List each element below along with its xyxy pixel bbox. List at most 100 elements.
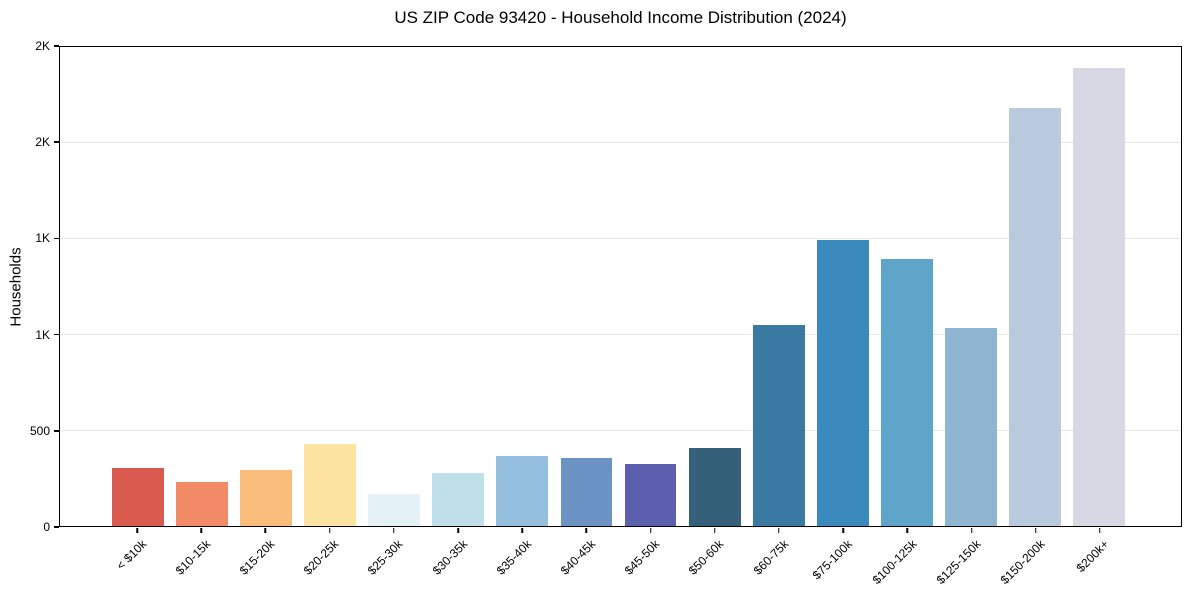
y-tick-mark: [54, 141, 59, 143]
bar-slot: [554, 47, 618, 526]
x-tick-label: $35-40k: [493, 537, 535, 578]
x-tick-label: $60-75k: [750, 537, 791, 578]
x-tick-label: $30-35k: [429, 537, 470, 578]
x-tick-slot: $30-35k: [426, 527, 490, 589]
x-tick-mark: [649, 528, 652, 533]
bar-$60-75k: [752, 325, 805, 526]
bar-slot: [170, 47, 234, 526]
x-tick-slot: $45-50k: [619, 527, 683, 589]
x-tick-slot: < $10k: [105, 527, 169, 589]
y-tick-label: 1K: [35, 327, 50, 342]
y-tick-label: 2K: [35, 135, 50, 150]
y-tick-label: 0: [43, 520, 50, 534]
bar-slot: [362, 47, 426, 526]
bar-slot: [426, 47, 490, 526]
bar-slot: [490, 47, 554, 526]
gridline-1500: [60, 238, 1181, 240]
x-tick-slot: $15-20k: [233, 527, 297, 589]
x-tick-mark: [457, 528, 459, 533]
x-tick-mark: [136, 528, 138, 533]
bar-$45-50k: [624, 463, 677, 526]
bar-$200k+: [1073, 68, 1125, 526]
y-tick-mark: [54, 526, 59, 528]
bar-$30-35k: [432, 472, 485, 526]
y-axis-ticks: 0 500 1K 1K 2K 2K: [0, 39, 59, 534]
plot-area: [59, 46, 1182, 527]
x-tick-mark: [1034, 528, 1037, 533]
x-axis-ticks: < $10k $10-15k $15-20k $20-25k $25-30k $30-35…: [59, 527, 1182, 589]
gridline-2000: [60, 142, 1181, 144]
bar-$100-125k: [880, 258, 933, 526]
chart-title: US ZIP Code 93420 - Household Income Dis…: [394, 8, 847, 27]
bar-$35-40k: [496, 456, 549, 526]
x-tick-mark: [970, 528, 973, 533]
x-tick-mark: [264, 528, 267, 533]
bar-slot: [619, 47, 683, 526]
x-tick-slot: $200k+: [1068, 527, 1132, 589]
x-tick-label: $200k+: [1073, 537, 1112, 575]
x-tick-slot: $150-200k: [998, 527, 1068, 589]
y-tick-mark: [54, 333, 59, 336]
x-tick-slot: $125-150k: [933, 527, 1003, 589]
x-tick-slot: $40-45k: [554, 527, 618, 589]
y-tick-mark: [54, 237, 59, 240]
bars-container: [60, 47, 1181, 526]
y-tick-mark: [54, 430, 59, 432]
x-tick-label: $20-25k: [300, 537, 342, 578]
bar-slot: [875, 47, 939, 526]
x-tick-label: $45-50k: [621, 537, 663, 578]
x-tick-slot: $20-25k: [298, 527, 362, 589]
x-tick-label: $15-20k: [236, 537, 278, 578]
x-tick-slot: $50-60k: [683, 527, 747, 589]
x-tick-slot: $60-75k: [747, 527, 811, 589]
bar-$125-150k: [944, 327, 997, 526]
x-tick-slot: $75-100k: [809, 527, 875, 589]
x-tick-label: $50-60k: [686, 537, 727, 578]
bar-slot: [234, 47, 298, 526]
bar-$10-15k: [176, 481, 229, 526]
bar-slot: [298, 47, 362, 526]
y-tick-label: 1K: [35, 231, 50, 246]
x-tick-mark: [1099, 528, 1101, 533]
x-tick-label: $40-45k: [557, 537, 599, 578]
gridline-500: [60, 429, 1181, 431]
bar-slot: [1067, 47, 1131, 526]
bar-$15-20k: [240, 470, 293, 526]
x-tick-label: $150-200k: [997, 537, 1048, 588]
x-tick-mark: [906, 528, 909, 533]
bar-slot: [811, 47, 875, 526]
x-tick-mark: [842, 528, 844, 533]
x-tick-mark: [328, 528, 331, 533]
bar-$40-45k: [560, 457, 613, 526]
y-tick-label: 2K: [35, 39, 50, 53]
x-tick-mark: [714, 528, 716, 533]
bar-$20-25k: [304, 444, 357, 526]
bar-$50-60k: [688, 447, 741, 526]
x-tick-mark: [778, 528, 780, 533]
x-tick-label: $100-125k: [869, 537, 920, 588]
x-tick-label: $125-150k: [933, 537, 984, 588]
x-tick-mark: [585, 528, 588, 533]
x-tick-label: $25-30k: [365, 537, 406, 578]
x-tick-slot: $35-40k: [490, 527, 554, 589]
bar-< $10k: [112, 467, 164, 526]
bar-$150-200k: [1008, 107, 1061, 526]
x-tick-mark: [393, 528, 395, 533]
gridline-1000: [60, 333, 1181, 335]
bar-slot: [683, 47, 747, 526]
x-tick-mark: [200, 528, 203, 533]
x-tick-mark: [521, 528, 523, 533]
x-tick-slot: $25-30k: [362, 527, 426, 589]
x-tick-label: < $10k: [113, 537, 149, 573]
y-tick-label: 500: [29, 423, 50, 438]
x-tick-label: $10-15k: [172, 537, 214, 578]
bar-$75-100k: [816, 239, 869, 526]
y-tick-mark: [54, 45, 59, 47]
bar-slot: [1003, 47, 1067, 526]
bar-slot: [747, 47, 811, 526]
x-tick-label: $75-100k: [809, 537, 856, 583]
bar-$25-30k: [368, 494, 421, 526]
bar-slot: [939, 47, 1003, 526]
x-tick-slot: $100-125k: [869, 527, 939, 589]
